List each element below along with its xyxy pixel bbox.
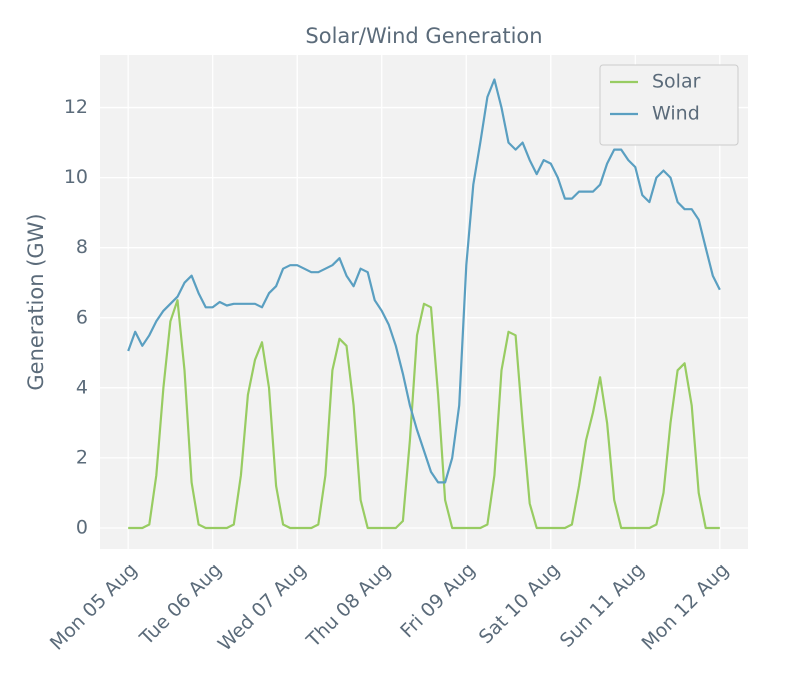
x-tick-label: Thu 08 Aug — [302, 559, 395, 652]
x-tick-label: Sun 11 Aug — [556, 559, 649, 652]
series-line — [127, 78, 721, 484]
series-line — [128, 299, 720, 530]
y-axis-label: Generation (GW) — [24, 213, 48, 390]
chart-title: Solar/Wind Generation — [305, 24, 542, 48]
x-tick-label: Mon 05 Aug — [46, 559, 142, 655]
legend-box — [599, 64, 739, 146]
y-tick-label: 10 — [64, 166, 88, 188]
y-tick-label: 12 — [64, 96, 88, 118]
x-tick-label: Fri 09 Aug — [396, 559, 479, 642]
y-tick-label: 2 — [76, 446, 88, 468]
y-tick-label: 4 — [76, 376, 88, 398]
x-tick-label: Wed 07 Aug — [214, 559, 311, 656]
y-tick-label: 6 — [76, 306, 88, 328]
x-tick-label: Sat 10 Aug — [475, 559, 564, 648]
legend-label: Solar — [652, 71, 701, 93]
legend-label: Wind — [652, 103, 700, 125]
legend: Solar Wind — [599, 64, 739, 146]
x-tick-label: Tue 06 Aug — [135, 559, 226, 650]
x-tick-label: Mon 12 Aug — [637, 559, 733, 655]
y-tick-label: 0 — [76, 516, 88, 538]
y-tick-label: 8 — [76, 236, 88, 258]
